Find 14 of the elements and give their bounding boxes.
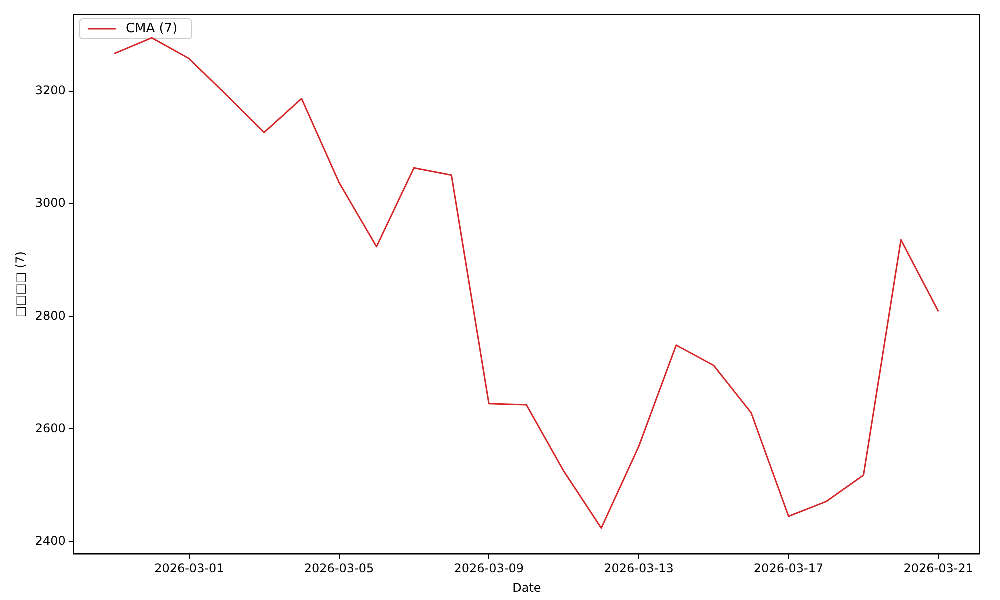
y-tick-label: 2800 [35,308,66,323]
x-tick-label: 2026-03-09 [454,562,524,576]
x-tick-label: 2026-03-05 [304,562,374,576]
x-tick-label: 2026-03-01 [154,562,224,576]
x-axis-title: Date [512,580,542,595]
y-tick-label: 3000 [35,196,66,210]
x-tick-label: 2026-03-17 [754,562,824,576]
y-tick-label: 2400 [35,534,66,548]
x-tick-label: 2026-03-13 [604,562,674,576]
x-tick-label: 2026-03-21 [904,562,974,576]
y-axis-title: □□□□ (7) [13,252,28,318]
legend-label: CMA (7) [126,21,178,36]
y-tick-label: 2600 [35,421,66,436]
y-tick-label: 3200 [35,84,66,98]
